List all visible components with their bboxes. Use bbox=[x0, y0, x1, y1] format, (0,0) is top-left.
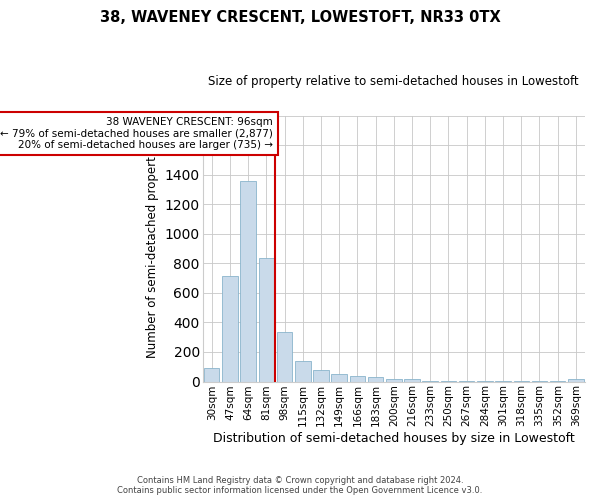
Bar bbox=[204, 368, 220, 382]
Title: Size of property relative to semi-detached houses in Lowestoft: Size of property relative to semi-detach… bbox=[209, 75, 579, 88]
Bar bbox=[222, 276, 238, 382]
Bar bbox=[331, 374, 347, 382]
X-axis label: Distribution of semi-detached houses by size in Lowestoft: Distribution of semi-detached houses by … bbox=[213, 432, 575, 445]
Text: Contains HM Land Registry data © Crown copyright and database right 2024.
Contai: Contains HM Land Registry data © Crown c… bbox=[118, 476, 482, 495]
Text: 38 WAVENEY CRESCENT: 96sqm
← 79% of semi-detached houses are smaller (2,877)
20%: 38 WAVENEY CRESCENT: 96sqm ← 79% of semi… bbox=[0, 117, 273, 150]
Bar bbox=[568, 380, 584, 382]
Bar bbox=[241, 180, 256, 382]
Bar bbox=[386, 378, 401, 382]
Bar bbox=[295, 361, 311, 382]
Y-axis label: Number of semi-detached properties: Number of semi-detached properties bbox=[146, 139, 159, 358]
Text: 38, WAVENEY CRESCENT, LOWESTOFT, NR33 0TX: 38, WAVENEY CRESCENT, LOWESTOFT, NR33 0T… bbox=[100, 10, 500, 25]
Bar bbox=[404, 380, 420, 382]
Bar bbox=[422, 381, 438, 382]
Bar bbox=[277, 332, 292, 382]
Bar bbox=[368, 377, 383, 382]
Bar bbox=[259, 258, 274, 382]
Bar bbox=[313, 370, 329, 382]
Bar bbox=[350, 376, 365, 382]
